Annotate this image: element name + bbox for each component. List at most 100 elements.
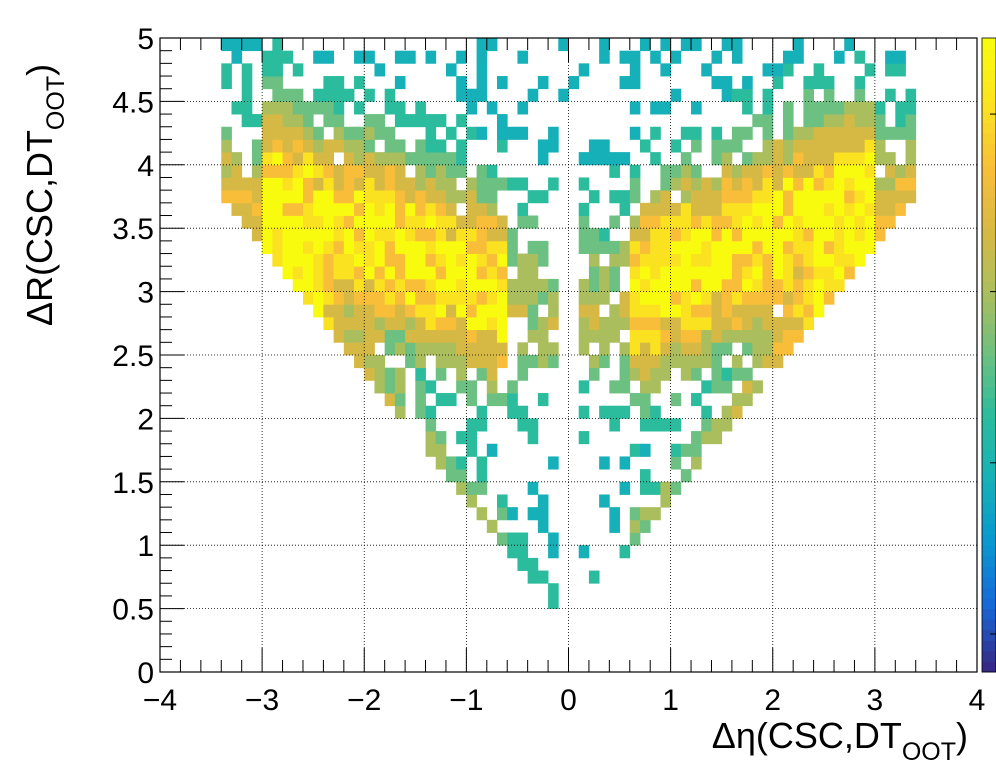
heatmap-cell <box>394 405 406 419</box>
heatmap-cell <box>619 291 631 305</box>
heatmap-cell <box>711 291 723 305</box>
heatmap-cell <box>333 253 345 267</box>
heatmap-cell <box>772 342 784 356</box>
heatmap-cell <box>517 266 529 280</box>
heatmap-cell <box>782 126 794 140</box>
heatmap-cell <box>425 228 437 242</box>
heatmap-cell <box>772 177 784 191</box>
heatmap-cell <box>507 380 518 394</box>
heatmap-cell <box>639 380 651 394</box>
heatmap-cell <box>415 405 426 419</box>
heatmap-cell <box>548 139 559 153</box>
heatmap-cell <box>435 202 447 216</box>
heatmap-cell <box>629 253 641 267</box>
heatmap-cell <box>302 253 314 267</box>
heatmap-cell <box>548 532 559 546</box>
heatmap-cell <box>405 177 416 191</box>
heatmap-cell <box>639 278 651 292</box>
heatmap-cell <box>854 152 866 166</box>
heatmap-cell <box>251 228 263 242</box>
heatmap-cell <box>680 469 692 483</box>
heatmap-cell <box>701 291 712 305</box>
x-tick-label: 0 <box>560 684 577 717</box>
heatmap-cell <box>731 266 743 280</box>
heatmap-cell <box>772 316 784 331</box>
heatmap-cell <box>313 177 324 191</box>
heatmap-cell <box>425 164 437 178</box>
heatmap-cell <box>588 190 600 204</box>
heatmap-cell <box>343 228 355 242</box>
heatmap-cell <box>772 76 784 90</box>
heatmap-cell <box>650 507 661 521</box>
heatmap-cell <box>231 38 243 52</box>
heatmap-cell <box>854 253 866 267</box>
colorbar-segment <box>982 270 996 282</box>
heatmap-cell <box>466 190 477 204</box>
heatmap-cell <box>374 367 386 381</box>
y-tick-label: 3.5 <box>112 213 154 246</box>
heatmap-cell <box>221 63 232 77</box>
heatmap-cell <box>302 240 314 254</box>
heatmap-cell <box>548 545 559 559</box>
heatmap-cell <box>415 342 426 356</box>
heatmap-cell <box>507 253 518 267</box>
heatmap-cell <box>752 177 763 191</box>
heatmap-cell <box>374 63 386 77</box>
heatmap-cell <box>609 329 620 343</box>
heatmap-cell <box>466 342 477 356</box>
heatmap-cell <box>599 456 610 470</box>
heatmap-cell <box>691 240 702 254</box>
heatmap-cell <box>660 278 672 292</box>
heatmap-cell <box>721 215 733 229</box>
heatmap-cell <box>823 126 835 140</box>
heatmap-cell <box>609 253 620 267</box>
heatmap-cell <box>364 228 375 242</box>
heatmap-cell <box>333 278 345 292</box>
heatmap-cell <box>527 266 539 280</box>
heatmap-cell <box>721 316 733 331</box>
heatmap-cell <box>241 190 253 204</box>
heatmap-cell <box>497 494 508 508</box>
heatmap-cell <box>415 101 426 115</box>
colorbar-segment <box>982 259 996 271</box>
heatmap-cell <box>885 177 896 191</box>
x-tick-label: 3 <box>867 684 884 717</box>
heatmap-cell <box>323 152 335 166</box>
heatmap-cell <box>731 215 743 229</box>
colorbar-segment <box>982 629 996 641</box>
heatmap-cell <box>731 304 743 318</box>
heatmap-cell <box>834 190 845 204</box>
heatmap-cell <box>374 190 386 204</box>
heatmap-cell <box>374 329 386 343</box>
heatmap-cell <box>262 101 273 115</box>
heatmap-cell <box>834 215 845 229</box>
heatmap-cell <box>803 240 814 254</box>
heatmap-cell <box>762 190 774 204</box>
heatmap-cell <box>588 139 600 153</box>
heatmap-cell <box>629 190 641 204</box>
heatmap-cell <box>609 164 620 178</box>
heatmap-cell <box>813 215 825 229</box>
heatmap-cell <box>609 278 620 292</box>
heatmap-cell <box>394 139 406 153</box>
heatmap-cell <box>435 139 447 153</box>
heatmap-cell <box>629 177 641 191</box>
heatmap-cell <box>272 114 283 128</box>
heatmap-cell <box>691 253 702 267</box>
heatmap-cell <box>425 304 437 318</box>
heatmap-cell <box>834 126 845 140</box>
heatmap-cell <box>527 240 539 254</box>
heatmap-cell <box>272 177 283 191</box>
heatmap-cell <box>313 152 324 166</box>
heatmap-cell <box>772 253 784 267</box>
heatmap-cell <box>772 278 784 292</box>
heatmap-cell <box>394 291 406 305</box>
y-tick-label: 0 <box>137 657 154 690</box>
heatmap-cell <box>660 367 672 381</box>
heatmap-cell <box>251 215 263 229</box>
heatmap-cell <box>241 101 253 115</box>
heatmap-cell <box>864 101 876 115</box>
heatmap-cell <box>343 291 355 305</box>
heatmap-cell <box>793 329 804 343</box>
heatmap-cell <box>660 266 672 280</box>
